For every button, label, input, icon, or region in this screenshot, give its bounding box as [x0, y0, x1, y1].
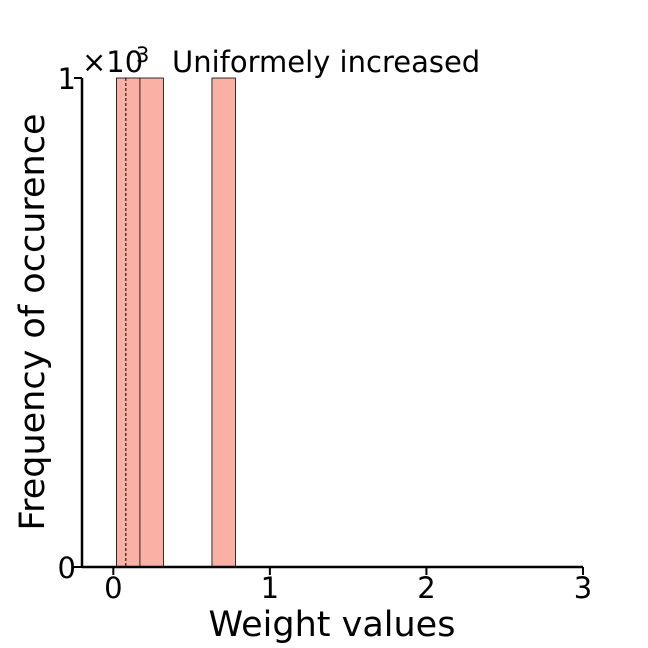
- x-axis-label: Weight values: [209, 605, 456, 645]
- y-multiplier-exponent: 3: [136, 43, 149, 67]
- x-tick-label: 1: [261, 571, 279, 605]
- bars-group: [116, 77, 236, 568]
- y-axis-label: Frequency of occurence: [13, 114, 53, 531]
- histogram-bar-3: [211, 77, 236, 568]
- y-tick-label: 1: [58, 62, 76, 96]
- y-ticks-group: 01: [58, 62, 82, 585]
- histogram-bar-2: [139, 77, 164, 568]
- y-multiplier-base: ×10: [82, 45, 143, 79]
- x-tick-label: 0: [104, 571, 122, 605]
- y-tick-label: 0: [58, 551, 76, 585]
- x-tick-label: 3: [574, 571, 592, 605]
- chart-title: Uniformely increased: [172, 45, 480, 79]
- x-tick-label: 2: [417, 571, 435, 605]
- x-ticks-group: 0 1 2 3: [104, 567, 592, 605]
- histogram-bar-1: [116, 77, 141, 568]
